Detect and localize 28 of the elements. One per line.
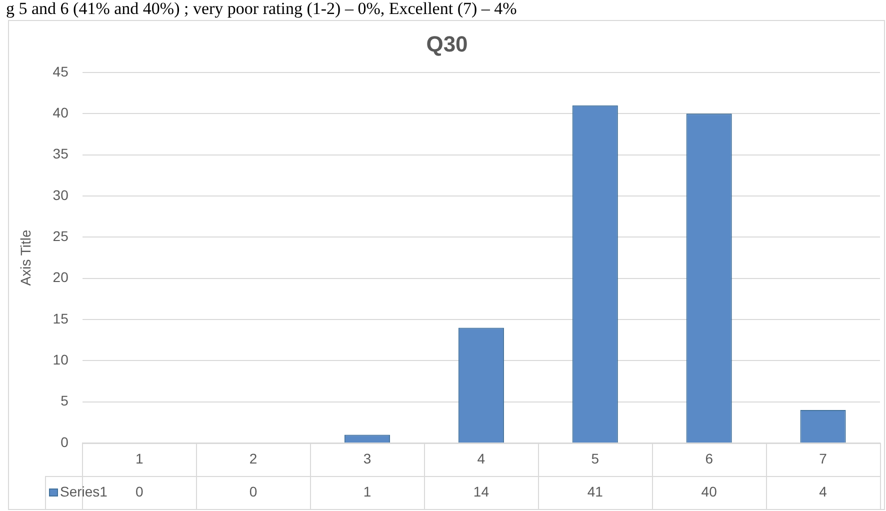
y-tick-label: 5 <box>60 392 69 409</box>
y-tick-label: 40 <box>52 104 69 120</box>
data-label: 0 <box>249 483 258 500</box>
data-label: 41 <box>587 483 604 500</box>
x-tick-label: 3 <box>363 450 372 466</box>
y-tick-label: 20 <box>52 269 69 286</box>
data-label: 0 <box>135 483 144 500</box>
y-tick-label: 0 <box>60 434 69 450</box>
x-tick-label: 5 <box>591 450 600 466</box>
x-tick-label: 7 <box>819 450 828 466</box>
x-tick-label: 2 <box>249 450 258 466</box>
y-tick-label: 45 <box>52 63 69 80</box>
data-label: 14 <box>473 483 490 500</box>
chart-title: Q30 <box>426 31 468 56</box>
data-label: 1 <box>363 483 372 500</box>
x-tick-label: 4 <box>477 450 486 466</box>
legend-label: Series1 <box>60 483 108 500</box>
y-tick-label: 25 <box>52 228 69 244</box>
data-label: 40 <box>701 483 718 500</box>
y-tick-label: 10 <box>52 352 69 368</box>
y-tick-label: 15 <box>52 310 69 326</box>
y-axis-title: Axis Title <box>17 229 34 286</box>
y-tick-label: 35 <box>52 146 69 162</box>
text: g 5 and 6 (41% and 40%) ; very poor rating (1-2) – 0%, Excellent (7) – 4% <box>6 0 517 18</box>
y-tick-label: 30 <box>52 186 69 203</box>
data-label: 4 <box>819 483 828 500</box>
x-tick-label: 1 <box>135 450 144 466</box>
x-tick-label: 6 <box>705 450 714 466</box>
